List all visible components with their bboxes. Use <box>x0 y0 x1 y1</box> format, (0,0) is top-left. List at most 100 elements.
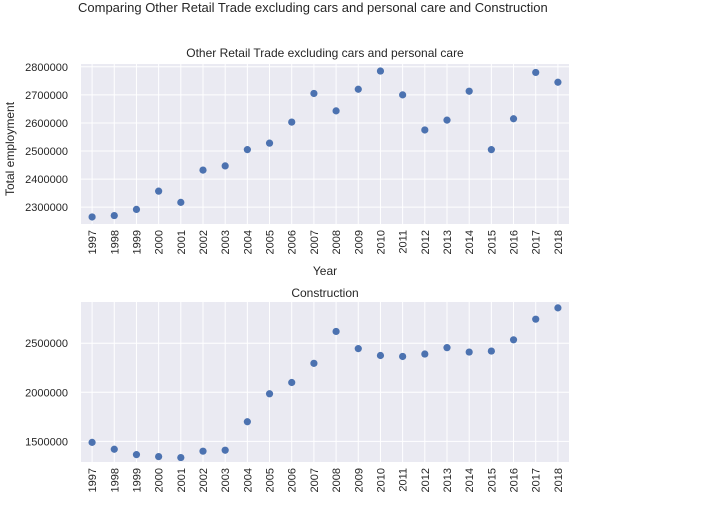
data-point <box>487 146 495 154</box>
data-point <box>376 67 385 75</box>
data-point <box>399 352 407 361</box>
x-tick-label: 2003 <box>220 230 232 254</box>
x-tick-label: 2014 <box>464 230 476 254</box>
x-tick-label: 2012 <box>420 468 432 492</box>
x-tick-label: 2008 <box>331 230 343 254</box>
plot-retail-trade: 2300000 2400000 2500000 2600000 2700000 28000… <box>3 46 569 278</box>
x-tick-label: 1997 <box>87 468 99 492</box>
data-point <box>199 166 207 174</box>
x-tick-label: 2005 <box>265 230 277 254</box>
plot-title: Other Retail Trade excluding cars and pe… <box>186 46 464 60</box>
data-point <box>177 198 185 206</box>
x-tick-label: 2017 <box>531 468 543 492</box>
x-tick-label: 2004 <box>242 468 254 492</box>
data-point <box>132 451 141 459</box>
x-tick-label: 2014 <box>464 468 476 492</box>
plot-area <box>81 302 569 462</box>
data-point <box>465 348 473 356</box>
data-point <box>221 446 229 454</box>
x-tick-label: 2007 <box>309 468 321 492</box>
data-point <box>110 445 118 453</box>
y-tick-label: 2000000 <box>25 387 68 399</box>
y-tick-label: 2500000 <box>25 146 68 158</box>
x-tick-label: 1999 <box>131 230 143 254</box>
x-tick-label: 2012 <box>420 230 432 254</box>
data-point <box>421 350 429 358</box>
x-axis-label: Year <box>313 264 337 278</box>
x-tick-label: 2005 <box>265 468 277 492</box>
y-tick-label: 2800000 <box>25 62 68 74</box>
x-tick-label: 2016 <box>509 230 521 254</box>
x-tick-label: 2015 <box>486 230 498 254</box>
data-point <box>509 115 518 123</box>
data-point <box>399 91 407 99</box>
data-point <box>177 453 185 462</box>
x-tick-label: 2010 <box>375 230 387 254</box>
x-tick-label: 2003 <box>220 468 232 492</box>
data-point <box>376 351 385 360</box>
x-tick-label: 1999 <box>131 468 143 492</box>
x-tick-label: 1998 <box>109 230 121 254</box>
x-tick-label: 1997 <box>87 230 99 254</box>
data-point <box>199 447 207 455</box>
data-point <box>310 359 318 367</box>
data-point <box>155 187 163 195</box>
data-point <box>288 118 296 126</box>
data-point <box>288 378 296 387</box>
x-tick-label: 2001 <box>176 468 188 492</box>
x-tick-label: 1998 <box>109 468 121 492</box>
data-point <box>265 139 274 147</box>
x-tick-label: 2004 <box>242 230 254 254</box>
data-point <box>265 390 274 398</box>
data-point <box>354 345 362 353</box>
x-tick-label: 2000 <box>154 468 166 492</box>
data-point <box>554 78 562 86</box>
data-point <box>532 315 540 323</box>
y-tick-label: 1500000 <box>25 436 68 448</box>
plot-area <box>81 64 569 224</box>
data-point <box>155 453 163 461</box>
y-tick-label: 2700000 <box>25 90 68 102</box>
x-tick-label: 2001 <box>176 230 188 254</box>
x-tick-label: 2000 <box>154 230 166 254</box>
data-point <box>509 336 518 344</box>
x-tick-label: 2011 <box>398 468 410 492</box>
x-tick-label: 2015 <box>486 468 498 492</box>
data-point <box>243 418 251 426</box>
data-point <box>487 347 495 355</box>
plot-title: Construction <box>291 286 358 300</box>
data-point <box>332 327 340 336</box>
data-point <box>532 68 540 77</box>
x-tick-label: 2011 <box>398 230 410 254</box>
data-point <box>443 344 451 352</box>
y-tick-label: 2600000 <box>25 118 68 130</box>
data-point <box>243 146 251 154</box>
x-tick-label: 2008 <box>331 468 343 492</box>
plot-construction: 1500000 2000000 2500000 1997 1998 1999 2000 200… <box>25 286 569 492</box>
data-point <box>443 116 451 124</box>
data-point <box>132 205 141 214</box>
x-tick-label: 2013 <box>442 230 454 254</box>
data-point <box>332 107 340 115</box>
x-tick-label: 2013 <box>442 468 454 492</box>
x-tick-label: 2009 <box>353 230 365 254</box>
x-tick-label: 2002 <box>198 468 210 492</box>
y-tick-label: 2500000 <box>25 338 68 350</box>
data-point <box>421 126 429 134</box>
data-point <box>554 304 562 312</box>
y-tick-label: 2300000 <box>25 202 68 214</box>
x-tick-label: 2018 <box>553 230 565 254</box>
data-point <box>465 87 473 95</box>
y-tick-label: 2400000 <box>25 174 68 186</box>
x-tick-label: 2010 <box>375 468 387 492</box>
data-point <box>221 162 229 170</box>
x-tick-label: 2009 <box>353 468 365 492</box>
data-point <box>88 438 96 446</box>
data-point <box>88 213 96 221</box>
x-tick-label: 2006 <box>287 468 299 492</box>
x-tick-label: 2017 <box>531 230 543 254</box>
data-point <box>310 89 318 98</box>
x-tick-label: 2018 <box>553 468 565 492</box>
x-tick-label: 2007 <box>309 230 321 254</box>
x-tick-label: 2016 <box>509 468 521 492</box>
